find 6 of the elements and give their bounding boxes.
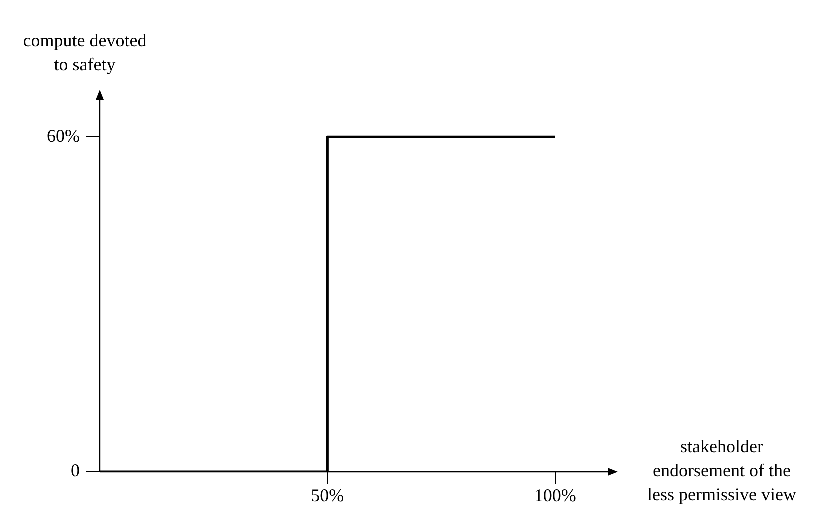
x-tick-label: 100% (534, 486, 576, 506)
x-axis-title: stakeholder endorsement of the less permissive view (648, 436, 796, 505)
x-tick-label: 50% (311, 486, 344, 506)
y-tick-label: 60% (47, 126, 80, 146)
y-axis-title: compute devoted to safety (23, 30, 147, 75)
y-tick-label: 0 (71, 460, 80, 481)
